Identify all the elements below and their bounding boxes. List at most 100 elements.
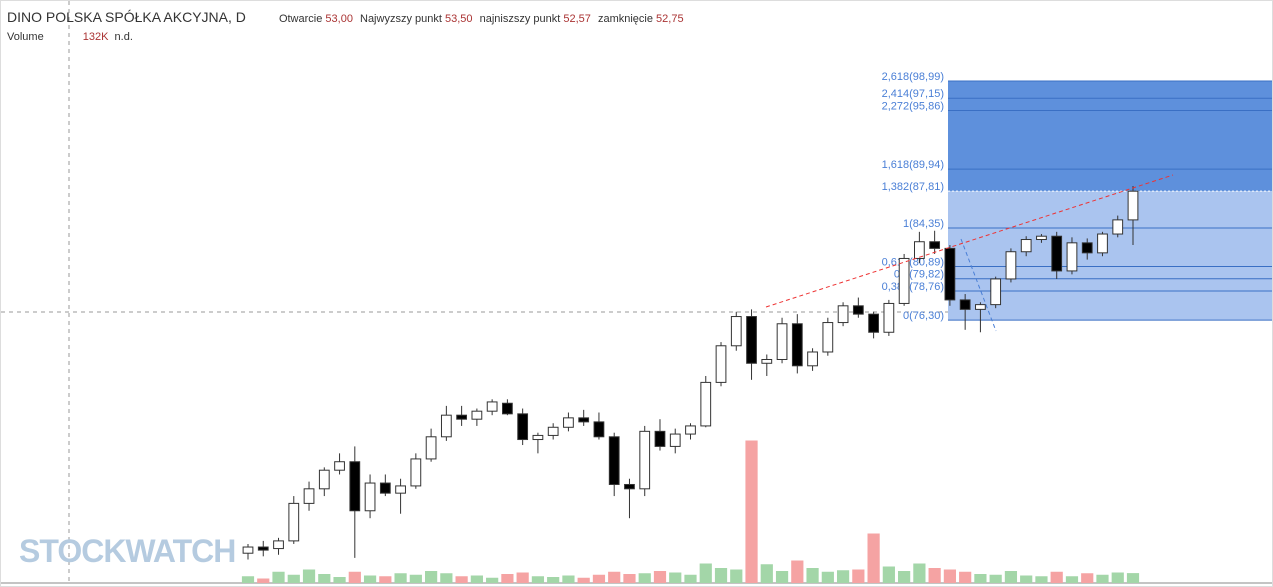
- candle-body: [959, 299, 971, 310]
- volume-bar: [470, 575, 483, 583]
- candle-body: [349, 461, 361, 512]
- candle-body: [563, 417, 574, 428]
- candle-body: [578, 417, 590, 423]
- candle-body: [1051, 235, 1063, 272]
- candle-body: [608, 436, 620, 485]
- candle-body: [379, 482, 391, 494]
- volume-bar: [440, 573, 453, 583]
- volume-bar: [348, 571, 361, 583]
- volume-bar: [577, 577, 590, 583]
- close-label: zamknięcie: [597, 13, 653, 25]
- candle-body: [807, 351, 818, 367]
- high-label: Najwyzszy punkt: [360, 13, 442, 25]
- fib-label: 1(84,35): [903, 218, 944, 230]
- candle-body: [761, 358, 773, 364]
- candle-body: [1020, 239, 1032, 253]
- candle-body: [944, 247, 956, 301]
- candle-body: [593, 421, 605, 438]
- volume-bar: [257, 578, 270, 583]
- candle-body: [990, 278, 1002, 306]
- candle-body: [318, 469, 330, 490]
- volume-value: 132K: [82, 31, 109, 43]
- candle-body: [1112, 219, 1124, 235]
- candle-body: [532, 434, 544, 441]
- candle-body: [852, 305, 864, 315]
- candle-body: [1127, 190, 1139, 221]
- candle-body: [303, 488, 315, 504]
- volume-bar: [714, 568, 728, 583]
- volume-bar: [1050, 571, 1063, 583]
- candle-body: [685, 425, 696, 435]
- candle-body: [822, 322, 834, 353]
- volume-bar: [913, 563, 926, 583]
- candle-body: [502, 402, 513, 415]
- candle-body: [410, 458, 422, 487]
- volume-bar: [1020, 575, 1033, 583]
- fib-label: 0,618(80,89): [882, 256, 944, 268]
- candle-body: [654, 430, 666, 447]
- header: DINO POLSKA SPÓŁKA AKCYJNA, D Otwarcie 5…: [7, 9, 688, 25]
- volume-bar: [486, 577, 499, 583]
- low: 52,57: [563, 13, 591, 25]
- candle-body: [257, 546, 269, 551]
- volume-bar: [1004, 571, 1018, 583]
- volume-bar: [394, 573, 407, 583]
- candle-body: [456, 414, 468, 420]
- fib-label: 0(76,30): [903, 310, 944, 322]
- volume-bar: [318, 574, 331, 583]
- volume-bar: [363, 575, 377, 583]
- candle-body: [837, 305, 849, 324]
- candle-body: [975, 304, 986, 310]
- volume-bar: [501, 574, 514, 583]
- candle-body: [1081, 242, 1093, 254]
- candle-body: [913, 241, 925, 259]
- volume-bar: [943, 569, 956, 583]
- volume-bar: [333, 577, 346, 583]
- volume-label: Volume: [7, 31, 44, 43]
- volume-bar: [592, 574, 606, 583]
- volume-bar: [1111, 572, 1124, 583]
- volume-bar: [760, 564, 773, 583]
- candle-body: [288, 502, 300, 542]
- volume-bar: [531, 576, 545, 583]
- volume-bar: [791, 560, 804, 583]
- candle-body: [776, 323, 788, 360]
- candle-body: [929, 241, 941, 249]
- fib-label: 2,414(97,15): [882, 88, 944, 100]
- trend-line: [765, 174, 1174, 308]
- volume-bar: [562, 575, 575, 583]
- candle-body: [730, 316, 742, 347]
- volume-bar: [852, 569, 865, 583]
- candle-body: [791, 323, 803, 367]
- candle-body: [273, 540, 284, 550]
- volume-bar: [959, 571, 972, 583]
- volume-bar: [608, 571, 621, 583]
- volume-bar: [425, 571, 438, 583]
- volume-bar: [287, 574, 300, 583]
- candle-body: [715, 345, 727, 383]
- volume-bar: [302, 569, 316, 583]
- candle-body: [669, 433, 681, 447]
- volume-bar: [821, 571, 834, 583]
- volume-bar: [882, 566, 895, 583]
- candle-body: [334, 461, 345, 471]
- volume-bar: [836, 570, 850, 583]
- volume-bar: [775, 571, 789, 583]
- volume-bar: [623, 574, 636, 583]
- watermark: STOCKWATCH: [19, 533, 236, 569]
- candle-body: [898, 257, 910, 304]
- candle-body: [440, 414, 452, 438]
- candle-body: [883, 302, 895, 333]
- volume-bar: [272, 571, 285, 583]
- volume-bar: [684, 574, 697, 583]
- fib-zone-upper: [948, 81, 1272, 192]
- volume-bar: [1035, 576, 1048, 583]
- candle-body: [395, 485, 406, 494]
- volume-bar: [669, 572, 682, 583]
- volume-bar: [638, 573, 651, 583]
- volume-bar: [699, 563, 712, 583]
- volume-bar: [653, 571, 667, 583]
- candle-body: [471, 410, 483, 420]
